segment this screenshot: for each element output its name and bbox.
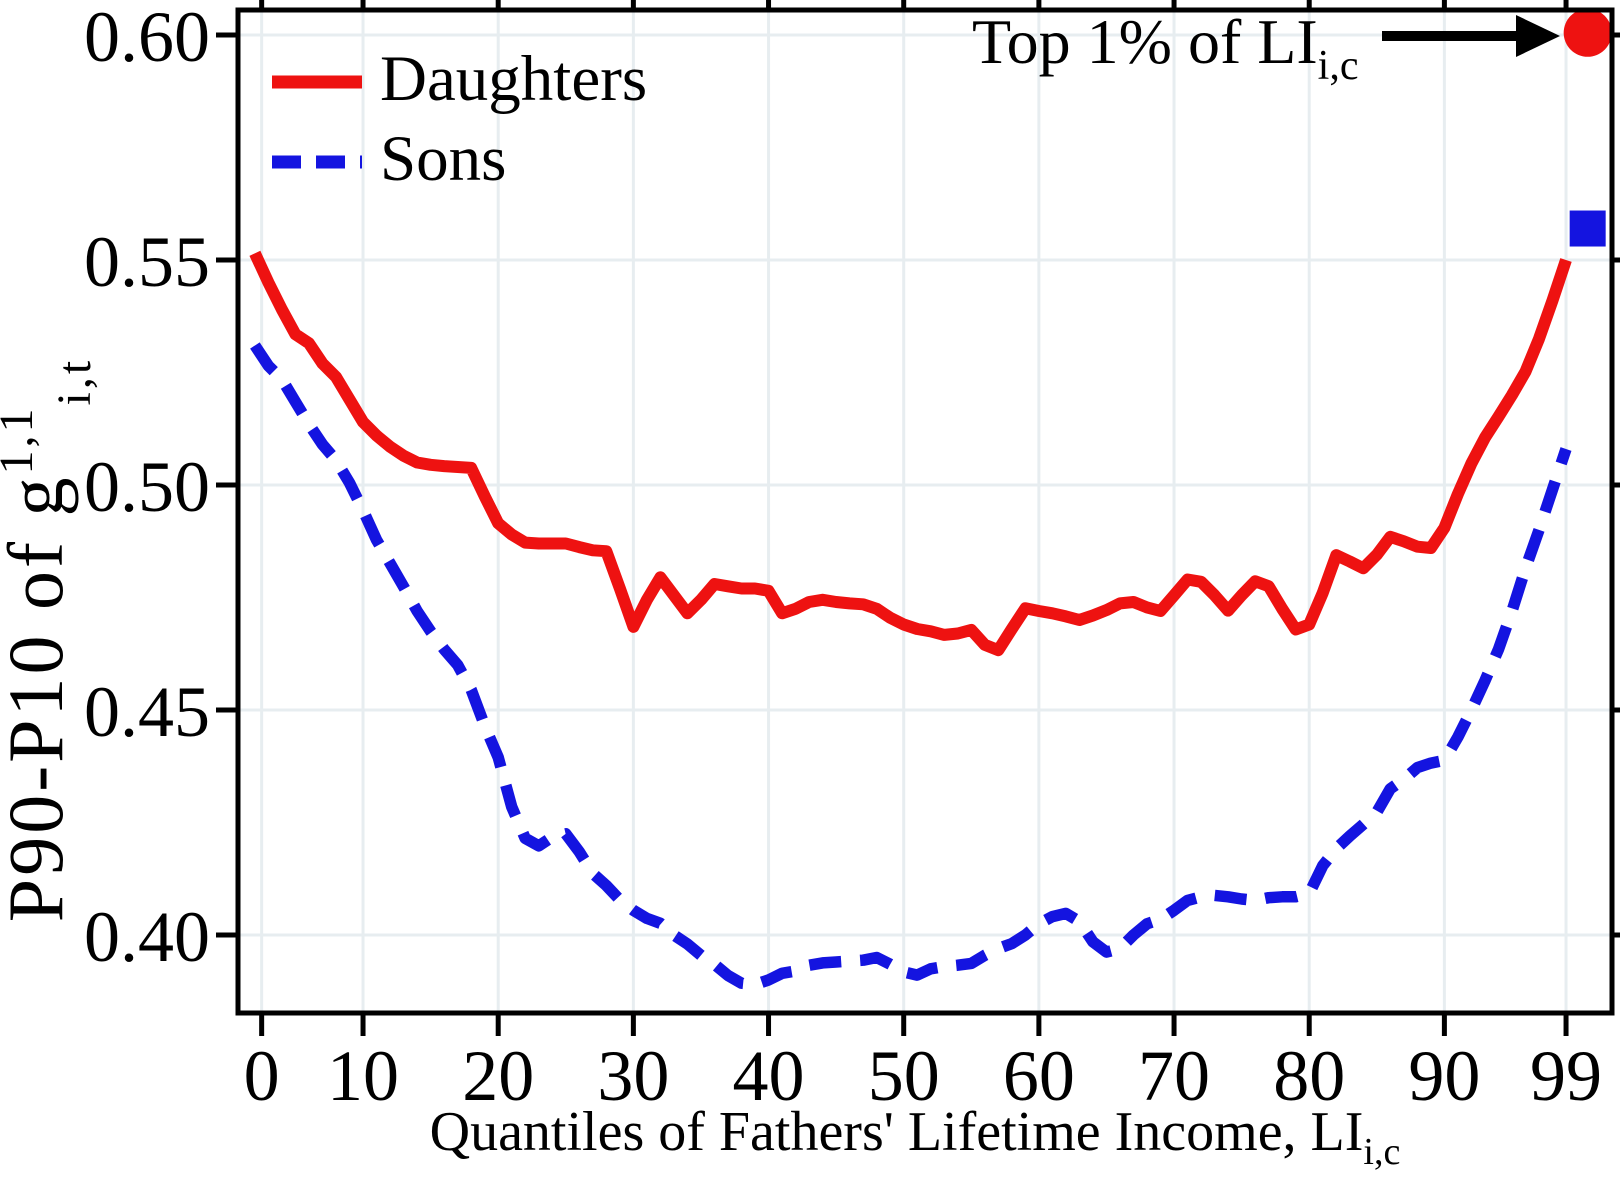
y-tick-label: 0.45	[84, 672, 210, 752]
gridlines	[238, 10, 1612, 1013]
x-tick-label: 0	[244, 1036, 280, 1116]
y-tick-label: 0.55	[84, 222, 210, 302]
y-tick-label: 0.50	[84, 447, 210, 527]
top1-markers	[1563, 8, 1612, 247]
annotation-top1: Top 1% of LIi,c	[972, 6, 1560, 89]
x-axis-label: Quantiles of Fathers' Lifetime Income, L…	[430, 1101, 1401, 1173]
x-axis-label-main: Quantiles of Fathers' Lifetime Income, L…	[430, 1101, 1364, 1163]
data-series	[249, 250, 1572, 991]
annotation-arrowhead-icon	[1516, 15, 1560, 57]
x-tick-label: 50	[868, 1036, 940, 1116]
y-axis-label-superscript: 1,1	[0, 405, 43, 474]
x-tick-label: 80	[1273, 1036, 1345, 1116]
y-axis-label-subscript: i,t	[48, 358, 101, 406]
axis-ticks	[216, 0, 1620, 1036]
y-tick-label: 0.40	[84, 897, 210, 977]
x-tick-label: 99	[1530, 1036, 1602, 1116]
legend-daughters-label: Daughters	[380, 43, 647, 115]
y-tick-label: 0.60	[84, 0, 210, 77]
x-tick-label: 20	[462, 1036, 534, 1116]
x-tick-label: 30	[597, 1036, 669, 1116]
y-axis-label: P90-P10 of g1,1i,t	[0, 358, 101, 922]
x-tick-label: 60	[1003, 1036, 1075, 1116]
x-axis-label-subscript: i,c	[1363, 1131, 1400, 1173]
axis-tick-labels: 0 10 20 30 40 50 60 70 80 90 99 0.40 0.45 0.50 0.55 0.6…	[84, 0, 1602, 1116]
series-line-daughters	[249, 250, 1572, 657]
x-tick-label: 90	[1408, 1036, 1480, 1116]
plot-frame	[235, 7, 1615, 1016]
legend-sons-label: Sons	[380, 123, 506, 195]
x-tick-label: 10	[327, 1036, 399, 1116]
series-line-sons	[250, 342, 1572, 991]
y-axis-label-main: P90-P10 of g	[0, 474, 79, 922]
x-tick-label: 70	[1138, 1036, 1210, 1116]
x-tick-label: 40	[733, 1036, 805, 1116]
annotation-main-text: Top 1% of LI	[972, 6, 1318, 77]
top1-sons-marker	[1569, 210, 1606, 247]
annotation-subscript: i,c	[1318, 43, 1359, 89]
annotation-text: Top 1% of LIi,c	[972, 6, 1358, 89]
legend: Daughters Sons	[272, 43, 647, 195]
top1-daughters-marker	[1563, 8, 1612, 57]
